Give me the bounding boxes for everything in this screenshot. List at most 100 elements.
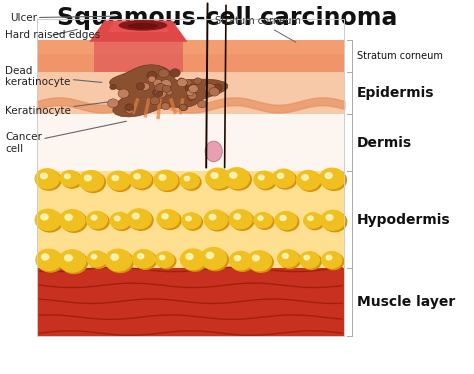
Text: Epidermis: Epidermis: [357, 86, 435, 100]
Circle shape: [159, 211, 181, 230]
Circle shape: [125, 104, 134, 111]
Circle shape: [38, 251, 64, 272]
Circle shape: [136, 83, 145, 90]
Circle shape: [183, 214, 202, 230]
Circle shape: [230, 172, 237, 178]
Circle shape: [162, 214, 168, 219]
Circle shape: [277, 173, 283, 178]
Circle shape: [156, 172, 180, 191]
Circle shape: [301, 253, 321, 270]
Circle shape: [118, 89, 129, 98]
Circle shape: [204, 83, 216, 93]
Circle shape: [127, 209, 151, 229]
Circle shape: [155, 89, 166, 98]
Circle shape: [181, 249, 205, 270]
Circle shape: [302, 175, 308, 180]
Text: Squamous-cell carcinoma: Squamous-cell carcinoma: [56, 6, 397, 30]
Text: Hard raised edges: Hard raised edges: [5, 30, 100, 40]
Circle shape: [133, 250, 155, 268]
Circle shape: [129, 170, 151, 188]
Circle shape: [187, 94, 196, 100]
Circle shape: [326, 255, 332, 260]
Circle shape: [107, 171, 130, 190]
Circle shape: [210, 214, 216, 220]
Text: Muscle layer: Muscle layer: [357, 295, 456, 309]
Circle shape: [154, 170, 178, 190]
Circle shape: [280, 215, 286, 221]
Circle shape: [60, 171, 80, 187]
Circle shape: [37, 170, 61, 190]
Circle shape: [274, 171, 297, 189]
Bar: [37, 40, 345, 71]
Circle shape: [126, 107, 134, 113]
Circle shape: [325, 173, 332, 178]
Circle shape: [84, 175, 91, 181]
Circle shape: [186, 254, 193, 259]
Polygon shape: [89, 21, 188, 42]
Circle shape: [150, 97, 160, 105]
Circle shape: [35, 209, 61, 230]
Circle shape: [157, 210, 179, 228]
Circle shape: [132, 213, 139, 219]
Circle shape: [111, 254, 118, 260]
Circle shape: [157, 254, 176, 269]
Circle shape: [254, 171, 274, 188]
Circle shape: [255, 173, 276, 190]
Circle shape: [278, 250, 299, 267]
Circle shape: [253, 255, 259, 261]
Circle shape: [186, 90, 193, 96]
Circle shape: [107, 251, 133, 273]
Circle shape: [37, 211, 63, 232]
Circle shape: [186, 216, 191, 221]
Circle shape: [161, 103, 170, 110]
Circle shape: [304, 255, 310, 260]
Bar: [37, 268, 345, 336]
Circle shape: [275, 212, 297, 230]
Circle shape: [321, 170, 346, 190]
Circle shape: [208, 170, 232, 190]
Circle shape: [304, 213, 322, 228]
Circle shape: [105, 249, 132, 271]
Circle shape: [108, 99, 118, 108]
Circle shape: [189, 85, 198, 93]
Text: Dead
keratinocyte: Dead keratinocyte: [5, 65, 102, 87]
Circle shape: [179, 104, 187, 110]
Circle shape: [300, 252, 319, 268]
Circle shape: [194, 78, 201, 84]
Circle shape: [166, 90, 173, 95]
Ellipse shape: [118, 20, 167, 31]
Circle shape: [131, 171, 153, 190]
Bar: [37, 171, 345, 268]
Circle shape: [229, 251, 252, 270]
Circle shape: [182, 213, 201, 229]
Circle shape: [153, 79, 162, 87]
Circle shape: [198, 100, 207, 108]
Circle shape: [321, 210, 345, 230]
Circle shape: [297, 171, 320, 190]
Circle shape: [59, 210, 85, 231]
Circle shape: [59, 250, 86, 272]
Circle shape: [224, 168, 249, 188]
Circle shape: [112, 175, 118, 181]
Circle shape: [324, 253, 344, 270]
Circle shape: [89, 213, 109, 230]
Circle shape: [87, 251, 106, 267]
Circle shape: [234, 255, 241, 261]
Circle shape: [188, 92, 197, 99]
Circle shape: [204, 210, 228, 229]
Circle shape: [249, 252, 273, 272]
Circle shape: [189, 85, 197, 91]
Text: Cancer
cell: Cancer cell: [5, 121, 127, 154]
Circle shape: [64, 255, 72, 261]
Bar: [37, 40, 345, 54]
Circle shape: [159, 175, 166, 180]
Circle shape: [148, 76, 156, 82]
Circle shape: [147, 71, 157, 80]
Ellipse shape: [205, 141, 222, 162]
Circle shape: [209, 88, 219, 96]
Polygon shape: [108, 21, 169, 32]
Circle shape: [155, 83, 166, 92]
Circle shape: [159, 255, 164, 260]
Circle shape: [35, 169, 59, 188]
Bar: [37, 71, 345, 114]
